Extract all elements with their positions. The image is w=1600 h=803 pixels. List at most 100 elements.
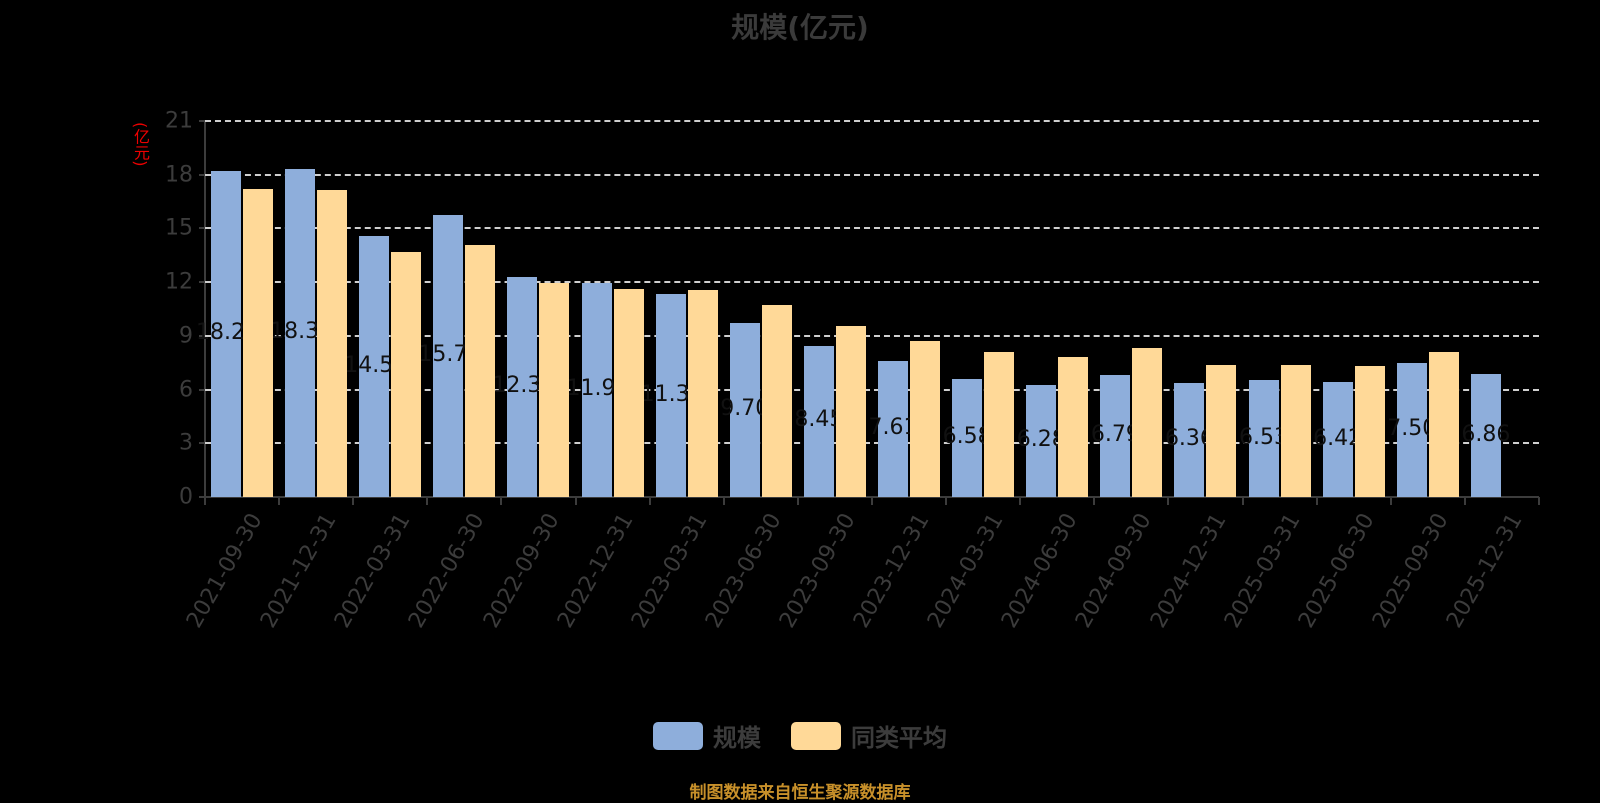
bar-peer-average[interactable] [465, 244, 496, 497]
bar-peer-average[interactable] [243, 189, 273, 497]
bar-value-label: 7.61 [868, 414, 918, 440]
legend-item-peer-average[interactable]: 同类平均 [791, 718, 947, 753]
bar-value-label: 6.28 [1016, 426, 1066, 452]
bar-peer-average[interactable] [984, 351, 1015, 497]
x-tick-label: 2022-09-30 [478, 509, 565, 633]
data-source-footer: 制图数据来自恒生聚源数据库 [689, 783, 911, 803]
x-tick-label: 2023-12-31 [849, 509, 935, 633]
bar-peer-average[interactable] [835, 326, 866, 497]
legend-item-scale[interactable]: 规模 [653, 718, 761, 753]
x-tick-label: 2025-09-30 [1367, 509, 1454, 633]
y-tick-label: 15 [165, 215, 193, 241]
x-tick-mark [1538, 497, 1540, 505]
bar-scale[interactable] [1470, 374, 1501, 497]
x-tick-mark [426, 497, 429, 505]
gridline [205, 388, 1539, 391]
x-tick-label: 2025-03-31 [1219, 509, 1306, 633]
x-tick-mark [500, 497, 503, 505]
bar-scale[interactable] [655, 294, 686, 497]
bar-peer-average[interactable] [910, 341, 940, 497]
bar-scale[interactable] [1322, 382, 1353, 497]
bar-scale[interactable] [1100, 375, 1131, 497]
bar-scale[interactable] [359, 236, 390, 497]
bar-value-label: 6.86 [1461, 421, 1511, 447]
y-tick-mark [199, 388, 205, 391]
legend: 规模 同类平均 [0, 718, 1600, 753]
legend-label-scale: 规模 [713, 724, 761, 752]
bar-scale[interactable] [211, 171, 241, 497]
bar-scale[interactable] [507, 276, 538, 497]
bar-scale[interactable] [433, 214, 464, 497]
legend-swatch-scale [653, 721, 703, 750]
x-tick-mark [1241, 497, 1244, 505]
y-tick-mark [199, 173, 205, 176]
y-tick-mark [199, 334, 205, 337]
y-axis-unit: (亿元) [131, 122, 150, 167]
bar-peer-average[interactable] [613, 289, 644, 497]
gridline [205, 442, 1539, 445]
bar-scale[interactable] [1396, 362, 1427, 497]
bar-peer-average[interactable] [687, 290, 718, 497]
bar-peer-average[interactable] [539, 283, 570, 497]
bar-value-label: 6.53 [1239, 424, 1289, 450]
bar-peer-average[interactable] [1206, 364, 1237, 497]
bar-peer-average[interactable] [1428, 351, 1459, 497]
bar-peer-average[interactable] [391, 251, 422, 497]
x-tick-label: 2021-09-30 [182, 509, 268, 633]
x-tick-mark [204, 497, 206, 505]
y-tick-mark [199, 281, 205, 284]
bar-scale[interactable] [1026, 384, 1057, 497]
x-tick-mark [1315, 497, 1318, 505]
y-tick-mark [199, 120, 205, 122]
bar-scale[interactable] [1174, 383, 1205, 497]
x-tick-label: 2023-03-31 [626, 509, 713, 633]
bar-value-label: 6.36 [1164, 426, 1214, 452]
chart-title: 规模(亿元) [731, 11, 869, 44]
bar-peer-average[interactable] [317, 189, 348, 497]
x-tick-label: 2024-06-30 [997, 509, 1083, 633]
y-tick-label: 6 [179, 377, 193, 403]
x-tick-mark [648, 497, 651, 505]
x-tick-mark [1463, 497, 1466, 505]
bar-scale[interactable] [803, 345, 834, 497]
plot-area: 0 3 6 9 12 15 18 21 18.20 2021-09-30 18.33 2021-12-… [165, 109, 1540, 632]
x-tick-label: 2022-12-31 [552, 509, 639, 633]
bar-value-label: 6.42 [1313, 425, 1363, 451]
x-tick-mark [278, 497, 281, 505]
x-tick-mark [1167, 497, 1170, 505]
bar-scale[interactable] [581, 283, 612, 497]
bar-value-label: 6.58 [942, 424, 992, 450]
x-tick-label: 2024-12-31 [1145, 509, 1232, 633]
bar-peer-average[interactable] [1058, 357, 1089, 497]
y-tick-label: 18 [165, 162, 193, 188]
x-tick-label: 2022-06-30 [404, 509, 490, 633]
y-tick-label: 3 [179, 430, 193, 456]
bar-value-label: 8.45 [794, 407, 844, 433]
x-tick-mark [574, 497, 577, 505]
x-tick-mark [796, 497, 799, 505]
gridline [205, 120, 1539, 122]
bar-peer-average[interactable] [1280, 365, 1311, 497]
bar-value-label: 7.50 [1387, 415, 1437, 441]
x-tick-mark [945, 497, 948, 505]
y-tick-label: 21 [165, 108, 193, 134]
x-tick-label: 2025-12-31 [1441, 509, 1528, 633]
x-tick-label: 2022-03-31 [330, 509, 416, 633]
x-tick-label: 2023-06-30 [700, 509, 787, 633]
x-tick-label: 2021-12-31 [256, 509, 342, 633]
x-tick-mark [352, 497, 355, 505]
bar-scale[interactable] [952, 379, 983, 497]
bar-scale[interactable] [729, 323, 760, 497]
gridline [205, 281, 1539, 284]
bar-peer-average[interactable] [761, 305, 792, 497]
bar-scale[interactable] [1248, 380, 1279, 497]
bar-scale[interactable] [878, 360, 908, 497]
bar-peer-average[interactable] [1132, 348, 1163, 497]
x-tick-label: 2024-03-31 [923, 509, 1009, 633]
bar-peer-average[interactable] [1354, 366, 1385, 497]
y-tick-mark [199, 442, 205, 445]
bar-scale[interactable] [285, 168, 316, 497]
x-tick-mark [871, 497, 873, 505]
x-tick-label: 2024-09-30 [1071, 509, 1157, 633]
y-tick-mark [199, 496, 205, 498]
